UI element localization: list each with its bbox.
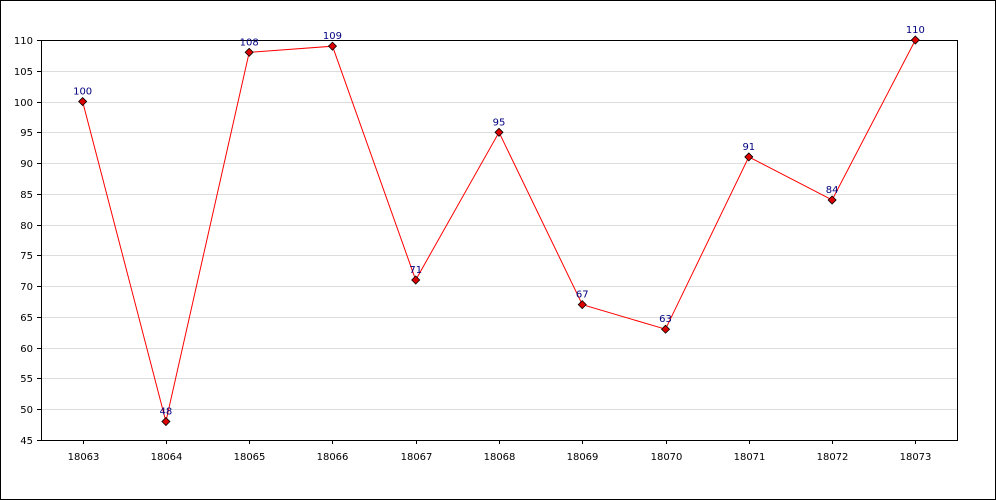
plot-area: [41, 40, 958, 441]
data-point-label: 109: [323, 31, 342, 42]
x-axis: 18063 18064 18065 18066 18067 18068 18069 18070…: [68, 440, 932, 463]
y-tick-label: 75: [20, 251, 33, 262]
data-point-label: 91: [742, 142, 755, 153]
y-axis: 45 50 55 60 65 70 75 80 85 90 95 100 105 110: [14, 36, 41, 447]
y-tick-label: 100: [14, 98, 33, 109]
data-point-marker: [827, 195, 837, 205]
data-point-label: 48: [160, 407, 173, 418]
y-tick-label: 65: [20, 313, 33, 324]
data-point-marker: [660, 324, 671, 334]
x-tick-label: 18070: [651, 452, 683, 463]
y-tick-label: 45: [20, 436, 33, 447]
x-tick-label: 18065: [234, 452, 266, 463]
x-tick-label: 18069: [567, 452, 599, 463]
y-tick-label: 80: [20, 221, 33, 232]
data-labels: 100 48 108 109 71 95 67 63 91 84 110: [73, 25, 925, 418]
y-tick-label: 105: [14, 67, 33, 78]
y-tick-label: 110: [14, 36, 33, 47]
series-polyline: [82, 39, 916, 422]
data-point-label: 84: [826, 185, 839, 196]
data-point-marker: [161, 416, 171, 427]
x-tick-label: 18064: [151, 452, 183, 463]
y-tick-label: 60: [20, 344, 33, 355]
data-point-marker: [910, 35, 920, 45]
data-point-marker: [244, 47, 254, 57]
y-tick-label: 50: [20, 405, 33, 416]
data-point-marker: [78, 96, 88, 107]
data-point-label: 110: [906, 25, 925, 36]
data-point-label: 63: [659, 314, 672, 325]
data-point-marker: [744, 152, 754, 162]
data-point-marker: [577, 300, 587, 310]
data-point-label: 108: [240, 37, 259, 48]
data-point-label: 67: [576, 290, 589, 301]
y-tick-label: 55: [20, 374, 33, 385]
data-point-marker: [327, 41, 338, 51]
x-tick-label: 18072: [817, 452, 849, 463]
x-tick-label: 18066: [317, 452, 349, 463]
data-point-marker: [494, 127, 504, 137]
x-tick-label: 18073: [900, 452, 932, 463]
data-point-label: 100: [73, 87, 92, 98]
x-tick-label: 18067: [401, 452, 433, 463]
data-point-label: 95: [493, 117, 506, 128]
x-tick-label: 18071: [734, 452, 766, 463]
data-markers: [78, 35, 920, 427]
y-tick-label: 85: [20, 190, 33, 201]
x-tick-label: 18063: [68, 452, 100, 463]
data-point-label: 71: [409, 265, 422, 276]
y-tick-label: 70: [20, 282, 33, 293]
y-tick-label: 95: [20, 128, 33, 139]
data-point-marker: [411, 275, 421, 285]
x-tick-label: 18068: [484, 452, 516, 463]
series-line: [82, 39, 916, 422]
y-tick-label: 90: [20, 159, 33, 170]
